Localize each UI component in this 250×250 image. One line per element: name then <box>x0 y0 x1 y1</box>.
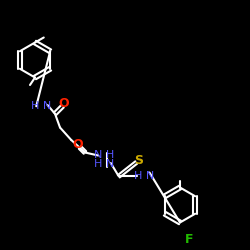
Text: H N: H N <box>134 171 154 181</box>
Text: O: O <box>58 97 69 110</box>
Text: F: F <box>184 233 193 246</box>
Text: S: S <box>134 154 143 166</box>
Text: O: O <box>72 138 83 151</box>
Text: H N: H N <box>94 159 114 169</box>
Text: H N: H N <box>31 101 52 111</box>
Text: N H: N H <box>94 150 114 160</box>
